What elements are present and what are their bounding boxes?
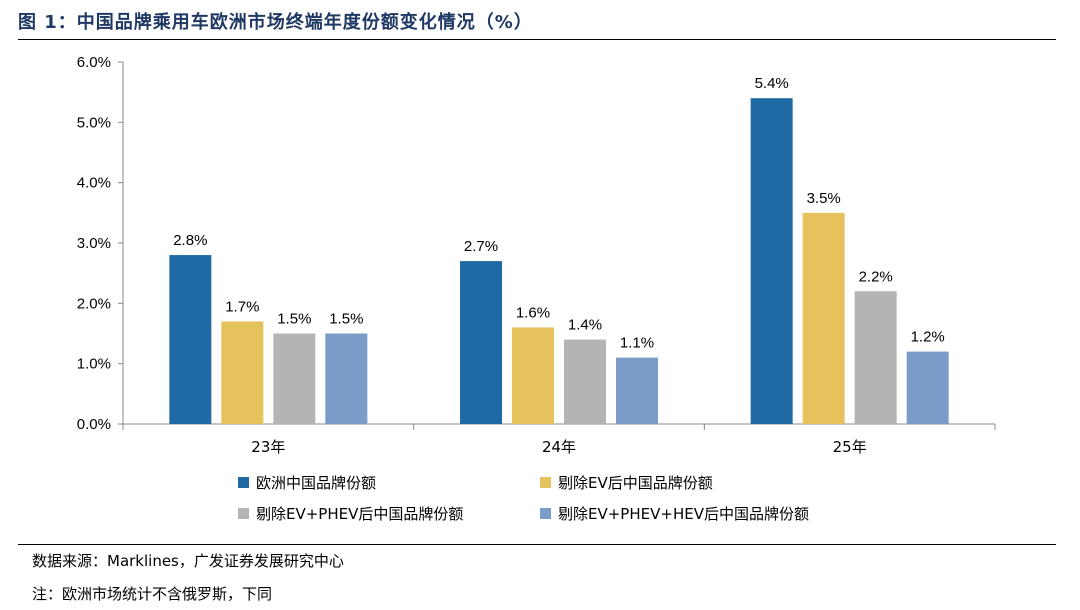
data-label: 1.7% — [225, 298, 259, 315]
legend-swatch — [238, 508, 249, 519]
bar — [854, 291, 897, 424]
y-tick-label: 0.0% — [77, 416, 111, 433]
x-tick-label: 25年 — [833, 438, 867, 456]
data-label: 2.2% — [859, 268, 893, 285]
bar — [221, 321, 264, 424]
bar — [273, 333, 316, 424]
legend-item: 剔除EV+PHEV+HEV后中国品牌份额 — [540, 503, 809, 524]
y-tick-label: 1.0% — [77, 356, 111, 373]
data-label: 1.4% — [568, 317, 602, 334]
legend-swatch — [540, 508, 551, 519]
note-text: 注：欧洲市场统计不含俄罗斯，下同 — [32, 585, 273, 603]
y-tick-label: 5.0% — [77, 114, 111, 131]
data-label: 1.5% — [329, 311, 363, 328]
data-label: 1.1% — [620, 335, 654, 352]
bar — [616, 357, 658, 424]
legend-item: 剔除EV后中国品牌份额 — [540, 472, 713, 493]
legend-label: 欧洲中国品牌份额 — [256, 474, 377, 492]
bar — [564, 339, 606, 424]
bar — [325, 333, 368, 424]
data-label: 5.4% — [755, 75, 789, 92]
bar-chart: 0.0% 1.0% 2.0% 3.0% 4.0% 5.0% 6.0% 2.8% 1.7% 1.5%… — [77, 54, 996, 456]
y-tick-label: 6.0% — [77, 54, 111, 71]
legend-swatch — [238, 477, 249, 488]
x-tick-label: 23年 — [251, 438, 285, 456]
title-rule — [18, 39, 1056, 40]
data-label: 1.5% — [277, 311, 311, 328]
legend-label: 剔除EV后中国品牌份额 — [558, 474, 713, 492]
y-tick-label: 2.0% — [77, 295, 111, 312]
bar — [906, 351, 949, 424]
data-label: 2.7% — [464, 238, 498, 255]
source-text: 数据来源：Marklines，广发证券发展研究中心 — [32, 552, 344, 570]
figure-title: 图 1：中国品牌乘用车欧洲市场终端年度份额变化情况（%） — [18, 12, 533, 33]
bar — [169, 255, 212, 424]
bar — [750, 98, 793, 424]
legend-item: 欧洲中国品牌份额 — [238, 472, 376, 493]
data-label: 2.8% — [173, 232, 207, 249]
bar — [512, 327, 554, 424]
bar — [460, 261, 502, 424]
y-tick-label: 3.0% — [77, 235, 111, 252]
x-tick-label: 24年 — [542, 438, 576, 456]
legend-label: 剔除EV+PHEV后中国品牌份额 — [256, 505, 464, 523]
bar — [802, 212, 845, 424]
source-rule — [18, 544, 1056, 545]
data-label: 1.6% — [516, 304, 550, 321]
y-tick-label: 4.0% — [77, 175, 111, 192]
legend-swatch — [540, 477, 551, 488]
data-label: 1.2% — [911, 329, 945, 346]
data-label: 3.5% — [807, 190, 841, 207]
legend-label: 剔除EV+PHEV+HEV后中国品牌份额 — [558, 505, 809, 523]
legend-item: 剔除EV+PHEV后中国品牌份额 — [238, 503, 463, 524]
